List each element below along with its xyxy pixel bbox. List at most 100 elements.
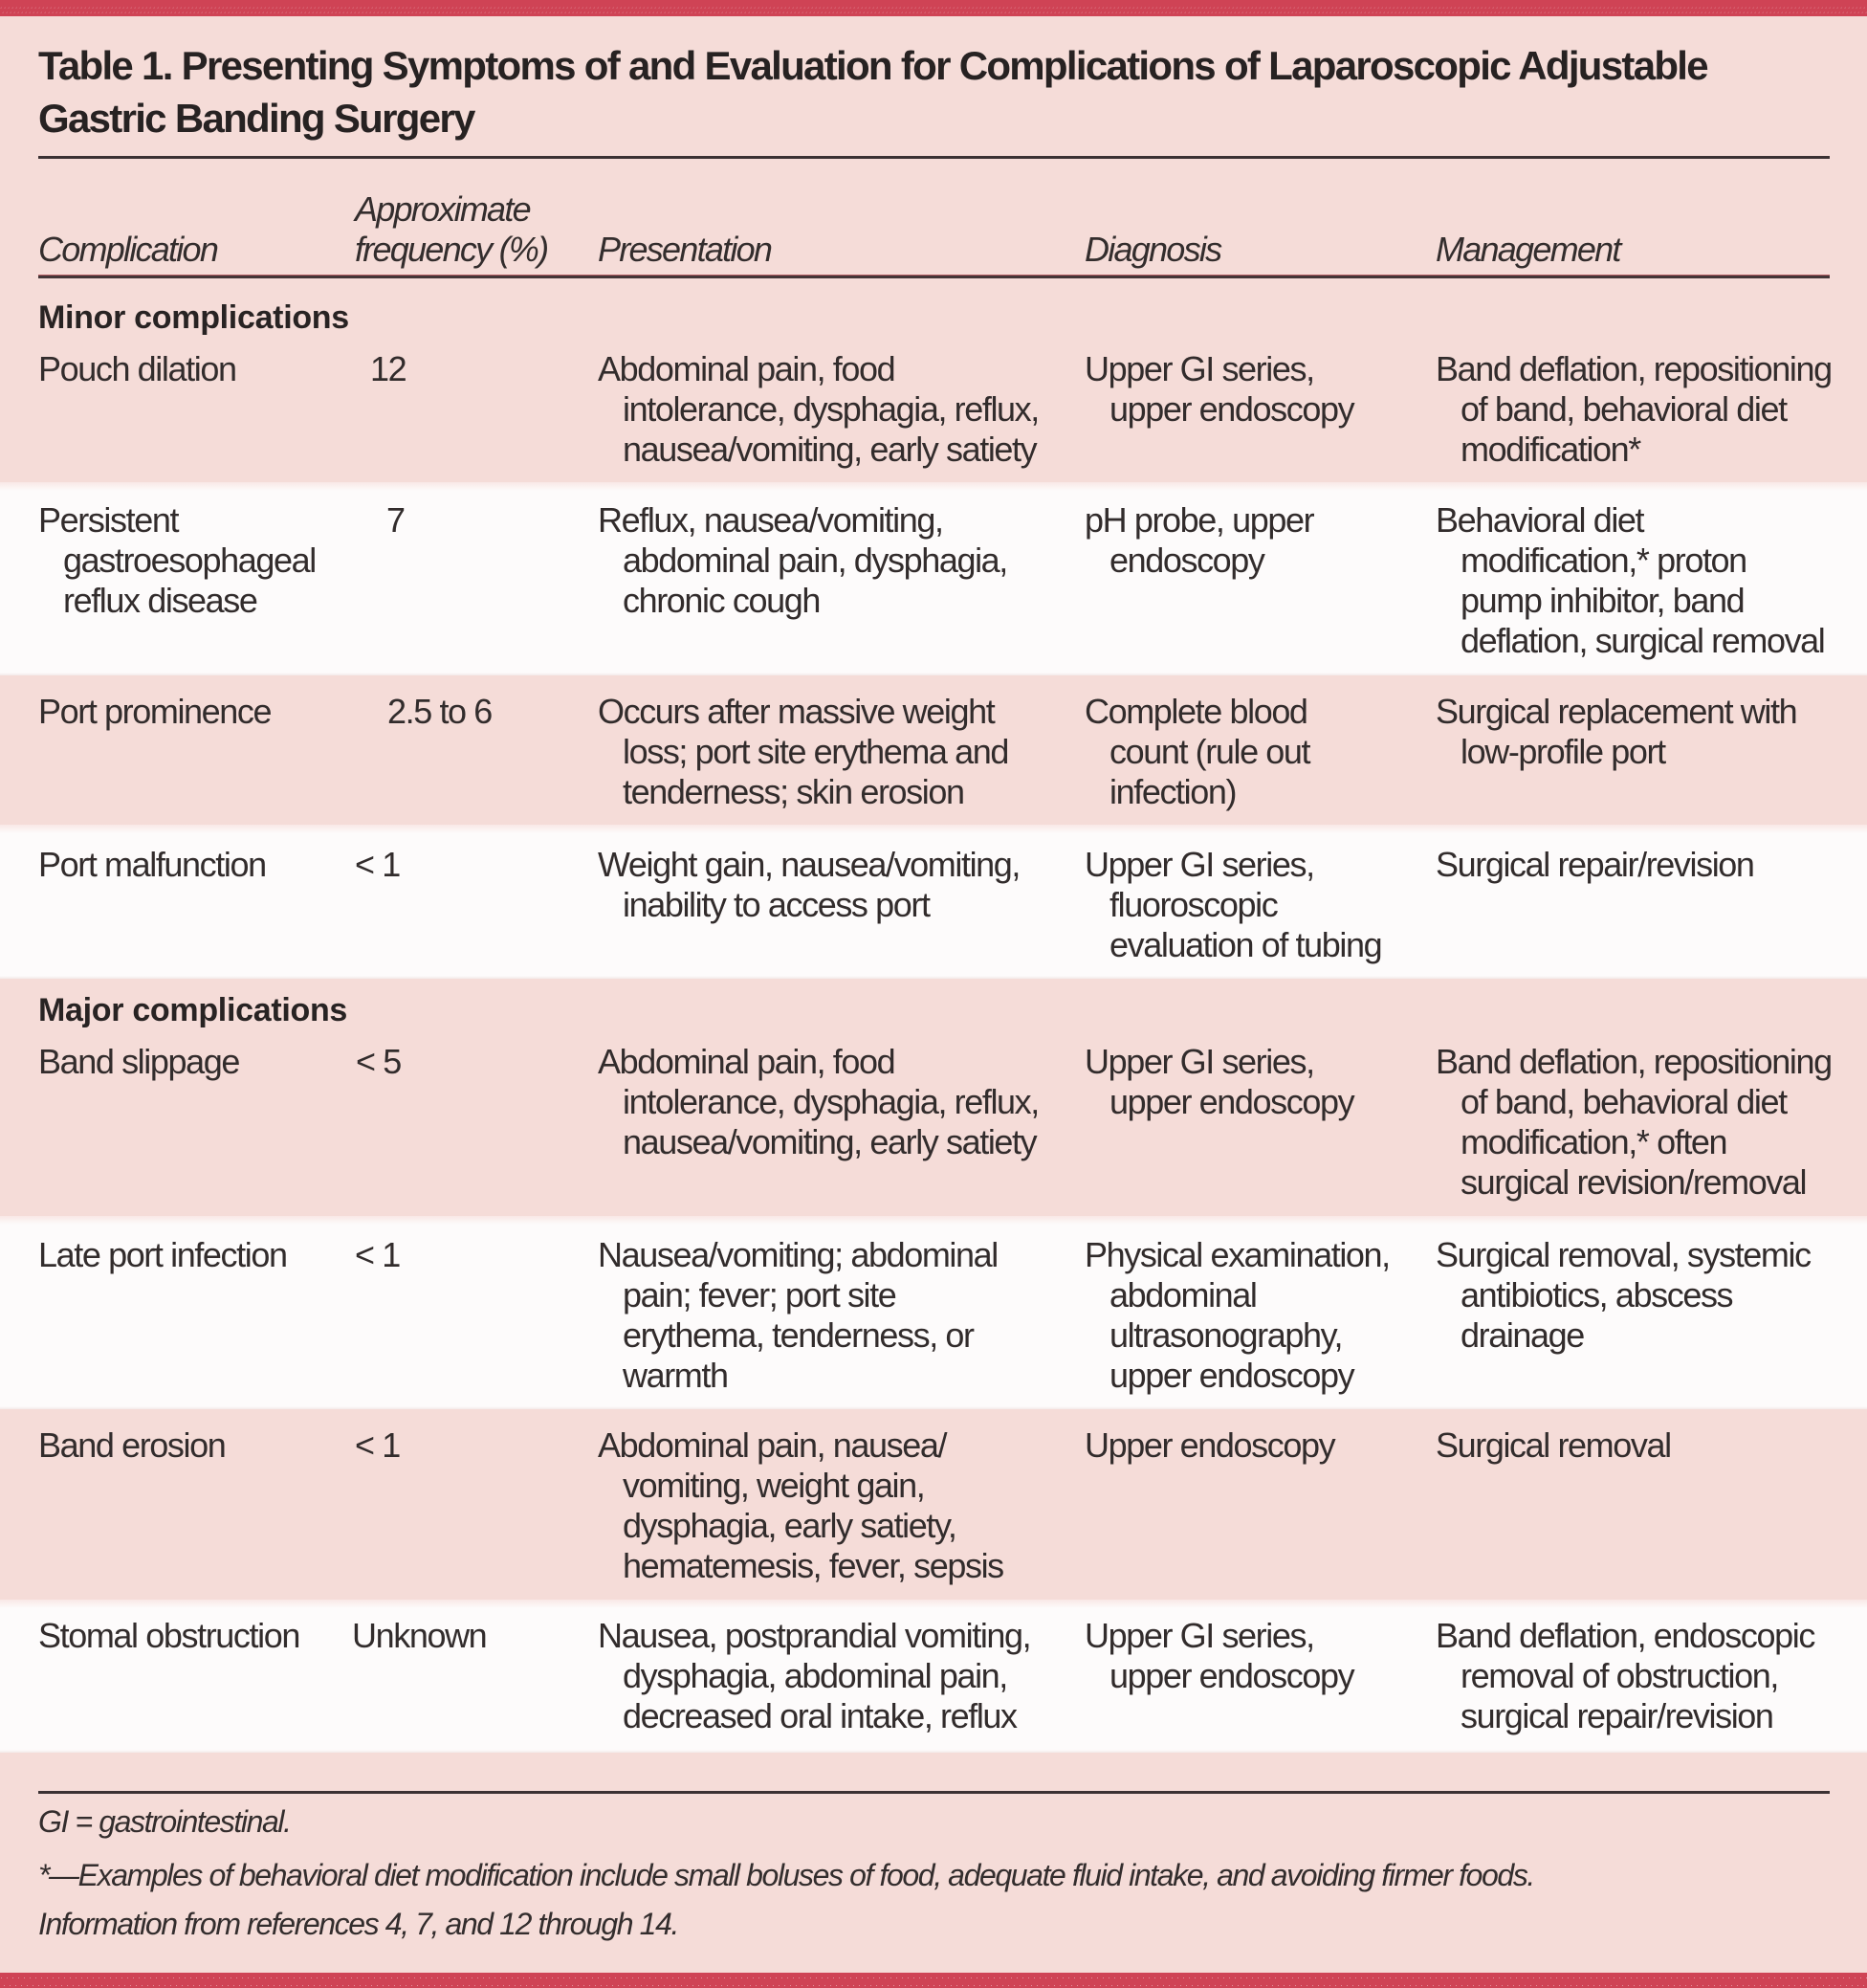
cell-management: Surgical removal — [1436, 1425, 1856, 1466]
cell-frequency: Unknown — [352, 1615, 596, 1656]
row-band-late-port-infection — [0, 1216, 1867, 1409]
column-header-frequency: Approximate frequency (%) — [355, 188, 549, 269]
cell-line: Abdominal pain, food — [598, 348, 896, 388]
cell-management: Surgical removal, systemic antibiotics, a… — [1436, 1235, 1856, 1356]
top-accent-bar — [0, 0, 1867, 16]
cell-complication: Port malfunction — [38, 845, 354, 885]
cell-line: Weight gain, nausea/vomiting, — [598, 844, 1021, 884]
cell-frequency: < 1 — [355, 1425, 596, 1466]
cell-diagnosis: Complete blood count (rule out infection) — [1085, 692, 1435, 812]
cell-management: Surgical repair/revision — [1436, 845, 1856, 885]
cell-line: Abdominal pain, food — [598, 1041, 896, 1081]
footnote-abbreviation: GI = gastrointestinal. — [38, 1804, 292, 1839]
section-header: Minor complications — [38, 298, 349, 336]
cell-line: upper endoscopy — [1109, 1655, 1355, 1695]
cell-line: Abdominal pain, nausea/ — [598, 1425, 947, 1465]
cell-line: modification,* proton — [1461, 540, 1747, 580]
cell-line: upper endoscopy — [1109, 1081, 1355, 1121]
row-band-port-malfunction — [0, 825, 1867, 979]
cell-line: count (rule out — [1109, 731, 1311, 771]
cell-diagnosis: Upper GI series, fluoroscopic evaluation o… — [1085, 845, 1435, 965]
cell-line: Band deflation, endoscopic — [1436, 1615, 1815, 1655]
cell-line: Port malfunction — [38, 844, 267, 884]
cell-line: drainage — [1461, 1315, 1585, 1355]
column-header-management: Management — [1436, 229, 1621, 269]
cell-line: Late port infection — [38, 1235, 288, 1274]
cell-line: inability to access port — [623, 884, 931, 924]
cell-line: fluoroscopic — [1109, 884, 1279, 924]
cell-management: Band deflation, repositioning of band, be… — [1436, 1042, 1856, 1203]
cell-line: Upper GI series, — [1085, 844, 1315, 884]
cell-line: dysphagia, early satiety, — [623, 1505, 957, 1545]
column-header-diagnosis: Diagnosis — [1085, 229, 1222, 269]
cell-line: 12 — [370, 348, 407, 388]
cell-line: Port prominence — [38, 691, 273, 731]
cell-complication: Port prominence — [38, 692, 354, 732]
cell-presentation: Occurs after massive weight loss; port si… — [598, 692, 1084, 812]
row-band-stomal-obstruction — [0, 1600, 1867, 1753]
section-header: Major complications — [38, 991, 348, 1028]
cell-frequency: 12 — [355, 349, 596, 389]
cell-presentation: Abdominal pain, food intolerance, dysphag… — [598, 349, 1084, 470]
cell-line: warmth — [623, 1356, 729, 1395]
cell-line: Upper GI series, — [1085, 348, 1315, 388]
cell-line: Complete blood — [1085, 691, 1308, 731]
cell-presentation: Nausea/vomiting; abdominal pain; fever; p… — [598, 1235, 1084, 1396]
cell-line: Physical examination, — [1085, 1235, 1391, 1274]
cell-management: Band deflation, endoscopic removal of obs… — [1436, 1616, 1856, 1736]
cell-line: Upper GI series, — [1085, 1615, 1315, 1655]
cell-presentation: Nausea, postprandial vomiting, dysphagia,… — [598, 1616, 1084, 1736]
cell-complication: Stomal obstruction — [38, 1616, 354, 1656]
cell-frequency: < 5 — [355, 1042, 596, 1082]
cell-management: Band deflation, repositioning of band, be… — [1436, 349, 1856, 470]
cell-presentation: Abdominal pain, food intolerance, dysphag… — [598, 1042, 1084, 1162]
cell-line: Upper endoscopy — [1085, 1425, 1336, 1465]
cell-frequency: 7 — [355, 500, 596, 541]
cell-line: infection) — [1109, 771, 1237, 811]
cell-line: erythema, tenderness, or — [623, 1315, 975, 1355]
cell-line: chronic cough — [623, 580, 821, 620]
cell-line: deflation, surgical removal — [1461, 620, 1826, 660]
cell-line: Nausea/vomiting; abdominal — [598, 1235, 999, 1274]
cell-complication: Persistent gastroesophageal reflux disease — [38, 500, 354, 621]
cell-line: Reflux, nausea/vomiting, — [598, 499, 944, 540]
table-title: Table 1. Presenting Symptoms of and Eval… — [38, 43, 1709, 141]
cell-line: Stomal obstruction — [38, 1615, 300, 1655]
cell-line: upper endoscopy — [1109, 1356, 1355, 1395]
cell-line: reflux disease — [63, 580, 258, 620]
cell-line: loss; port site erythema and — [623, 731, 1009, 771]
cell-frequency: 2.5 to 6 — [355, 692, 596, 732]
cell-line: < 1 — [355, 1425, 401, 1465]
cell-line: gastroesophageal — [63, 540, 317, 580]
row-band-persistent-gerd — [0, 482, 1867, 675]
cell-line: modification,* often — [1461, 1121, 1728, 1161]
cell-line: Unknown — [352, 1615, 488, 1655]
cell-complication: Band slippage — [38, 1042, 354, 1082]
cell-line: Occurs after massive weight — [598, 691, 996, 731]
cell-diagnosis: pH probe, upper endoscopy — [1085, 500, 1435, 581]
cell-line: Band erosion — [38, 1425, 227, 1465]
cell-line: intolerance, dysphagia, reflux, — [623, 1081, 1040, 1121]
cell-frequency: < 1 — [355, 1235, 596, 1275]
cell-line: pain; fever; port site — [623, 1275, 897, 1314]
cell-line: modification* — [1461, 429, 1641, 469]
cell-line: Pouch dilation — [38, 348, 237, 388]
cell-line: tenderness; skin erosion — [623, 771, 965, 811]
cell-diagnosis: Upper endoscopy — [1085, 1425, 1435, 1466]
column-header-presentation: Presentation — [598, 229, 773, 269]
cell-line: 7 — [386, 499, 406, 540]
cell-line: abdominal pain, dysphagia, — [623, 540, 1008, 580]
cell-line: < 1 — [355, 1235, 401, 1274]
cell-line: ultrasonography, — [1109, 1315, 1344, 1355]
cell-frequency: < 1 — [355, 845, 596, 885]
cell-line: surgical repair/revision — [1461, 1695, 1774, 1735]
cell-management: Surgical replacement with low-profile por… — [1436, 692, 1856, 772]
cell-line: hematemesis, fever, sepsis — [623, 1545, 1004, 1585]
header-rule — [38, 276, 1830, 278]
cell-line: low-profile port — [1461, 731, 1666, 771]
cell-line: Surgical removal — [1436, 1425, 1672, 1465]
cell-line: < 1 — [355, 844, 401, 884]
cell-line: upper endoscopy — [1109, 388, 1355, 429]
cell-line: endoscopy — [1109, 540, 1265, 580]
